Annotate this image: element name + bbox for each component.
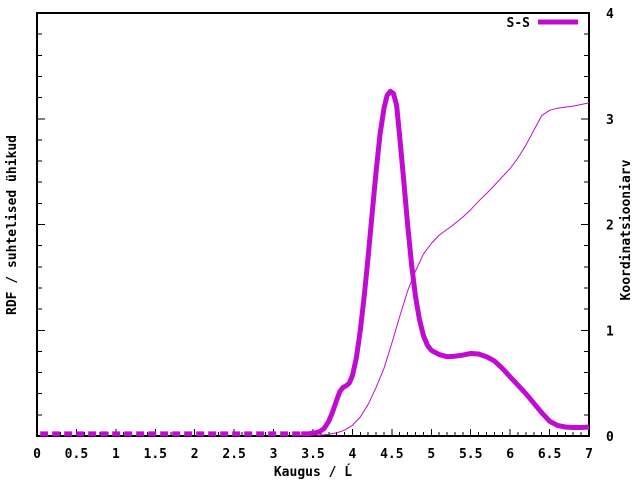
y2-tick-label: 0 [606,430,614,445]
x-tick-label: 3.5 [301,447,324,462]
x-axis-title: Kaugus / Ĺ [274,464,352,480]
x-tick-label: 4.5 [380,447,403,462]
x-tick-label: 6 [506,447,514,462]
y2-tick-label: 2 [606,219,614,234]
legend-label-s-s: S-S [507,16,531,31]
x-tick-label: 2.5 [222,447,245,462]
x-tick-label: 5.5 [459,447,482,462]
x-tick-label: 0 [33,447,41,462]
y2-tick-label: 1 [606,324,614,339]
x-tick-label: 5 [427,447,435,462]
x-tick-label: 3 [270,447,278,462]
coordination-number-curve [316,102,590,436]
x-tick-label: 4 [349,447,357,462]
x-tick-label: 7 [585,447,593,462]
y-axis-ticks [37,12,589,437]
x-tick-label: 2 [191,447,199,462]
y2-tick-label: 3 [606,113,614,128]
y-axis-title-left: RDF / suhtelised ühikud [5,135,20,315]
x-tick-label: 1.5 [144,447,167,462]
x-tick-label: 1 [112,447,120,462]
x-tick-label: 0.5 [65,447,88,462]
s-s-rdf-curve [301,88,590,437]
x-tick-label: 6.5 [538,447,561,462]
y-axis-title-right: Koordinatsiooniarv [619,159,634,300]
y2-tick-label: 4 [606,7,614,22]
